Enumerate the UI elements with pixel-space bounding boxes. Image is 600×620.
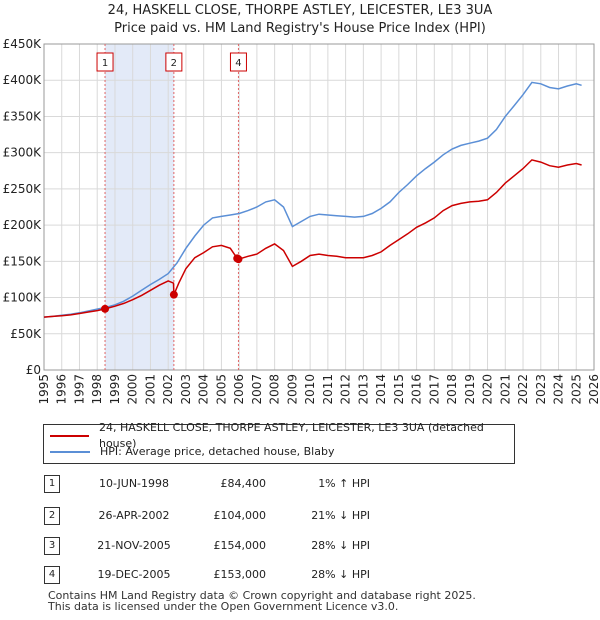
x-tick-label: 2013: [356, 374, 370, 405]
x-tick-label: 1998: [90, 374, 104, 405]
sale-hpi-diff: 28% ↓ HPI: [311, 539, 370, 552]
y-tick-label: £400K: [3, 73, 43, 87]
legend-hpi-swatch: [50, 451, 90, 453]
sale-hpi-diff: 28% ↓ HPI: [311, 568, 370, 581]
sale-point: [101, 304, 110, 313]
sale-price: £153,000: [213, 568, 267, 581]
price-chart: £0 £50K £100K £150K £200K £250K £300K £350K £400…: [3, 37, 600, 405]
x-tick-label: 2006: [232, 374, 246, 405]
legend: 24, HASKELL CLOSE, THORPE ASTLEY, LEICES…: [43, 421, 515, 464]
series-line: [43, 81, 582, 318]
y-tick-label: £200K: [3, 218, 43, 232]
x-tick-label: 2010: [303, 374, 317, 405]
x-tick-label: 2005: [214, 374, 228, 405]
highlight-span: [105, 44, 174, 370]
sale-marker-label: 2: [171, 58, 177, 69]
x-tick-label: 2012: [339, 374, 353, 405]
footer-license: This data is licensed under the Open Gov…: [48, 600, 399, 613]
sale-row: 4 19-DEC-2005 £153,000 28% ↓ HPI: [40, 566, 560, 584]
x-tick-label: 2023: [534, 374, 548, 405]
x-tick-label: 1995: [37, 374, 51, 405]
y-tick-label: £50K: [10, 327, 42, 341]
chart-title: 24, HASKELL CLOSE, THORPE ASTLEY, LEICES…: [107, 3, 493, 18]
legend-hpi-label: HPI: Average price, detached house, Blab…: [100, 445, 335, 458]
x-tick-label: 1997: [72, 374, 86, 405]
sale-point: [234, 255, 243, 264]
y-tick-label: £450K: [3, 37, 43, 51]
chart-title-block: 24, HASKELL CLOSE, THORPE ASTLEY, LEICES…: [0, 2, 600, 38]
sale-hpi-diff: 1% ↑ HPI: [318, 477, 370, 490]
sale-price: £154,000: [213, 539, 267, 552]
sale-marker-label: 4: [235, 58, 241, 69]
x-tick-label: 2003: [179, 374, 193, 405]
y-tick-label: £350K: [3, 109, 43, 123]
x-tick-label: 2014: [374, 374, 388, 405]
footer-copyright: Contains HM Land Registry data © Crown c…: [48, 589, 476, 602]
x-tick-label: 1996: [55, 374, 69, 405]
sale-number-badge: 2: [44, 507, 60, 525]
x-tick-label: 2009: [285, 374, 299, 405]
x-tick-label: 2026: [587, 374, 600, 405]
sale-row: 3 21-NOV-2005 £154,000 28% ↓ HPI: [40, 537, 560, 555]
x-tick-label: 2000: [126, 374, 140, 405]
sale-marker-label: 1: [102, 58, 108, 69]
x-tick-label: 2004: [197, 374, 211, 405]
plot-frame: [43, 43, 595, 371]
y-tick-label: £100K: [3, 291, 43, 305]
x-tick-label: 2025: [569, 374, 583, 405]
sale-row: 2 26-APR-2002 £104,000 21% ↓ HPI: [40, 507, 560, 525]
x-tick-label: 2002: [161, 374, 175, 405]
sale-date: 10-JUN-1998: [98, 477, 170, 490]
footer-attribution: Contains HM Land Registry data © Crown c…: [48, 590, 476, 612]
sale-number-badge: 1: [44, 475, 60, 493]
x-tick-label: 2015: [392, 374, 406, 405]
x-tick-label: 2008: [268, 374, 282, 405]
sale-date: 21-NOV-2005: [97, 539, 171, 552]
sale-marker-box: [96, 52, 114, 72]
x-tick-label: 2001: [143, 374, 157, 405]
legend-item-hpi: HPI: Average price, detached house, Blab…: [50, 444, 334, 460]
y-tick-label: £150K: [3, 254, 43, 268]
sale-number-badge: 3: [44, 537, 60, 555]
y-tick-label: £250K: [3, 182, 43, 196]
x-tick-label: 1999: [108, 374, 122, 405]
sale-number-badge: 4: [44, 566, 60, 584]
x-tick-label: 2019: [463, 374, 477, 405]
x-tick-label: 2024: [552, 374, 566, 405]
x-tick-label: 2016: [410, 374, 424, 405]
sale-marker-box: [165, 52, 183, 72]
y-tick-label: £300K: [3, 146, 43, 160]
sale-price: £84,400: [220, 477, 267, 490]
chart-subtitle: Price paid vs. HM Land Registry's House …: [114, 21, 486, 36]
legend-property-swatch: [50, 435, 89, 437]
sale-date: 26-APR-2002: [98, 509, 170, 522]
x-tick-label: 2017: [427, 374, 441, 405]
x-tick-label: 2020: [481, 374, 495, 405]
x-tick-label: 2011: [321, 374, 335, 405]
sale-point: [169, 290, 178, 299]
x-tick-label: 2021: [498, 374, 512, 405]
sale-price: £104,000: [213, 509, 267, 522]
sale-hpi-diff: 21% ↓ HPI: [311, 509, 370, 522]
x-tick-label: 2018: [445, 374, 459, 405]
sale-date: 19-DEC-2005: [97, 568, 171, 581]
sale-row: 1 10-JUN-1998 £84,400 1% ↑ HPI: [40, 475, 560, 493]
sale-marker-box: [229, 52, 247, 72]
y-tick-label: £0: [26, 363, 41, 377]
x-tick-label: 2022: [516, 374, 530, 405]
legend-property-label: 24, HASKELL CLOSE, THORPE ASTLEY, LEICES…: [98, 421, 484, 450]
x-tick-label: 2007: [250, 374, 264, 405]
series-line: [43, 159, 582, 318]
legend-item-property: 24, HASKELL CLOSE, THORPE ASTLEY, LEICES…: [50, 421, 514, 450]
